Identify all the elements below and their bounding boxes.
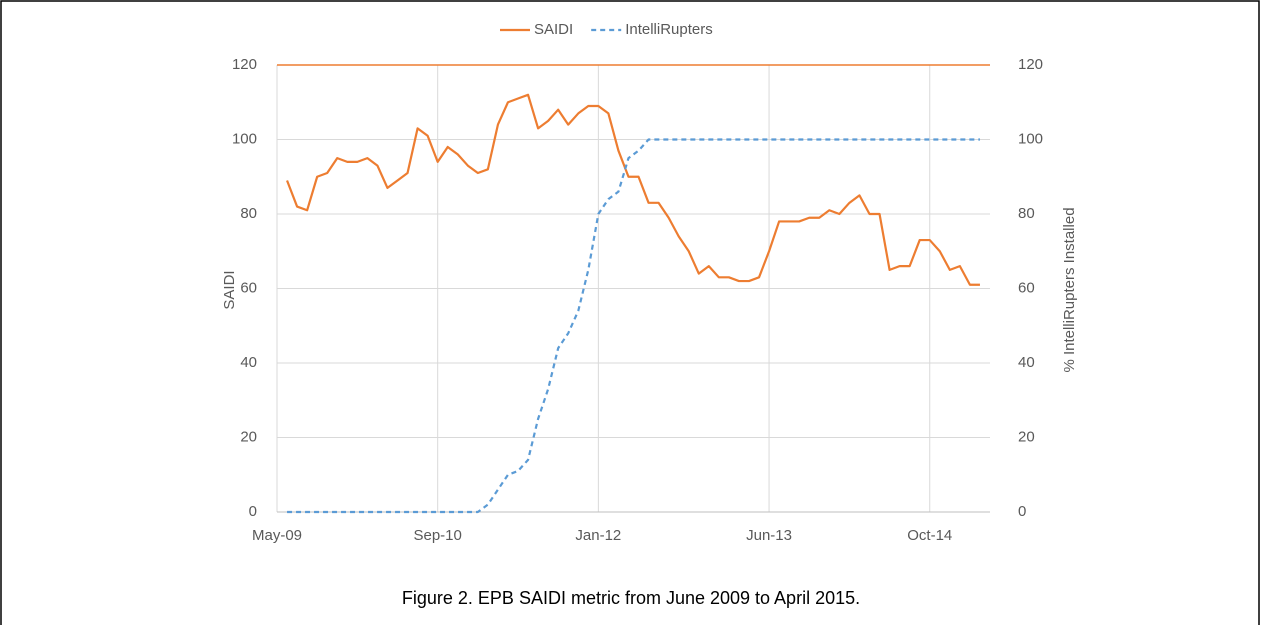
- y2-tick-label: 100: [1018, 130, 1043, 147]
- y-tick-label: 0: [249, 503, 257, 520]
- x-tick-label: Jun-13: [746, 527, 792, 544]
- y-tick-label: 120: [232, 56, 257, 73]
- series-line: [287, 138, 980, 514]
- y2-tick-label: 60: [1018, 279, 1035, 296]
- y2-tick-label: 120: [1018, 56, 1043, 73]
- y-tick-label: 80: [240, 205, 257, 222]
- y2-tick-label: 20: [1018, 428, 1035, 445]
- y-axis-label: SAIDI: [221, 270, 238, 309]
- y2-tick-label: 40: [1018, 354, 1035, 371]
- legend-label: SAIDI: [534, 21, 573, 38]
- y-tick-label: 100: [232, 130, 257, 147]
- legend-label: IntelliRupters: [625, 21, 713, 38]
- y2-tick-label: 80: [1018, 205, 1035, 222]
- y-tick-label: 40: [240, 354, 257, 371]
- x-tick-label: Oct-14: [907, 527, 952, 544]
- y2-axis-label: % IntelliRupters Installed: [1061, 207, 1078, 372]
- y2-tick-label: 0: [1018, 503, 1026, 520]
- y-tick-label: 60: [240, 279, 257, 296]
- caption: Figure 2. EPB SAIDI metric from June 200…: [402, 588, 860, 608]
- series-line: [286, 93, 980, 286]
- x-tick-label: Sep-10: [413, 527, 461, 544]
- y-tick-label: 20: [240, 428, 257, 445]
- x-tick-label: May-09: [252, 527, 302, 544]
- x-tick-label: Jan-12: [575, 527, 621, 544]
